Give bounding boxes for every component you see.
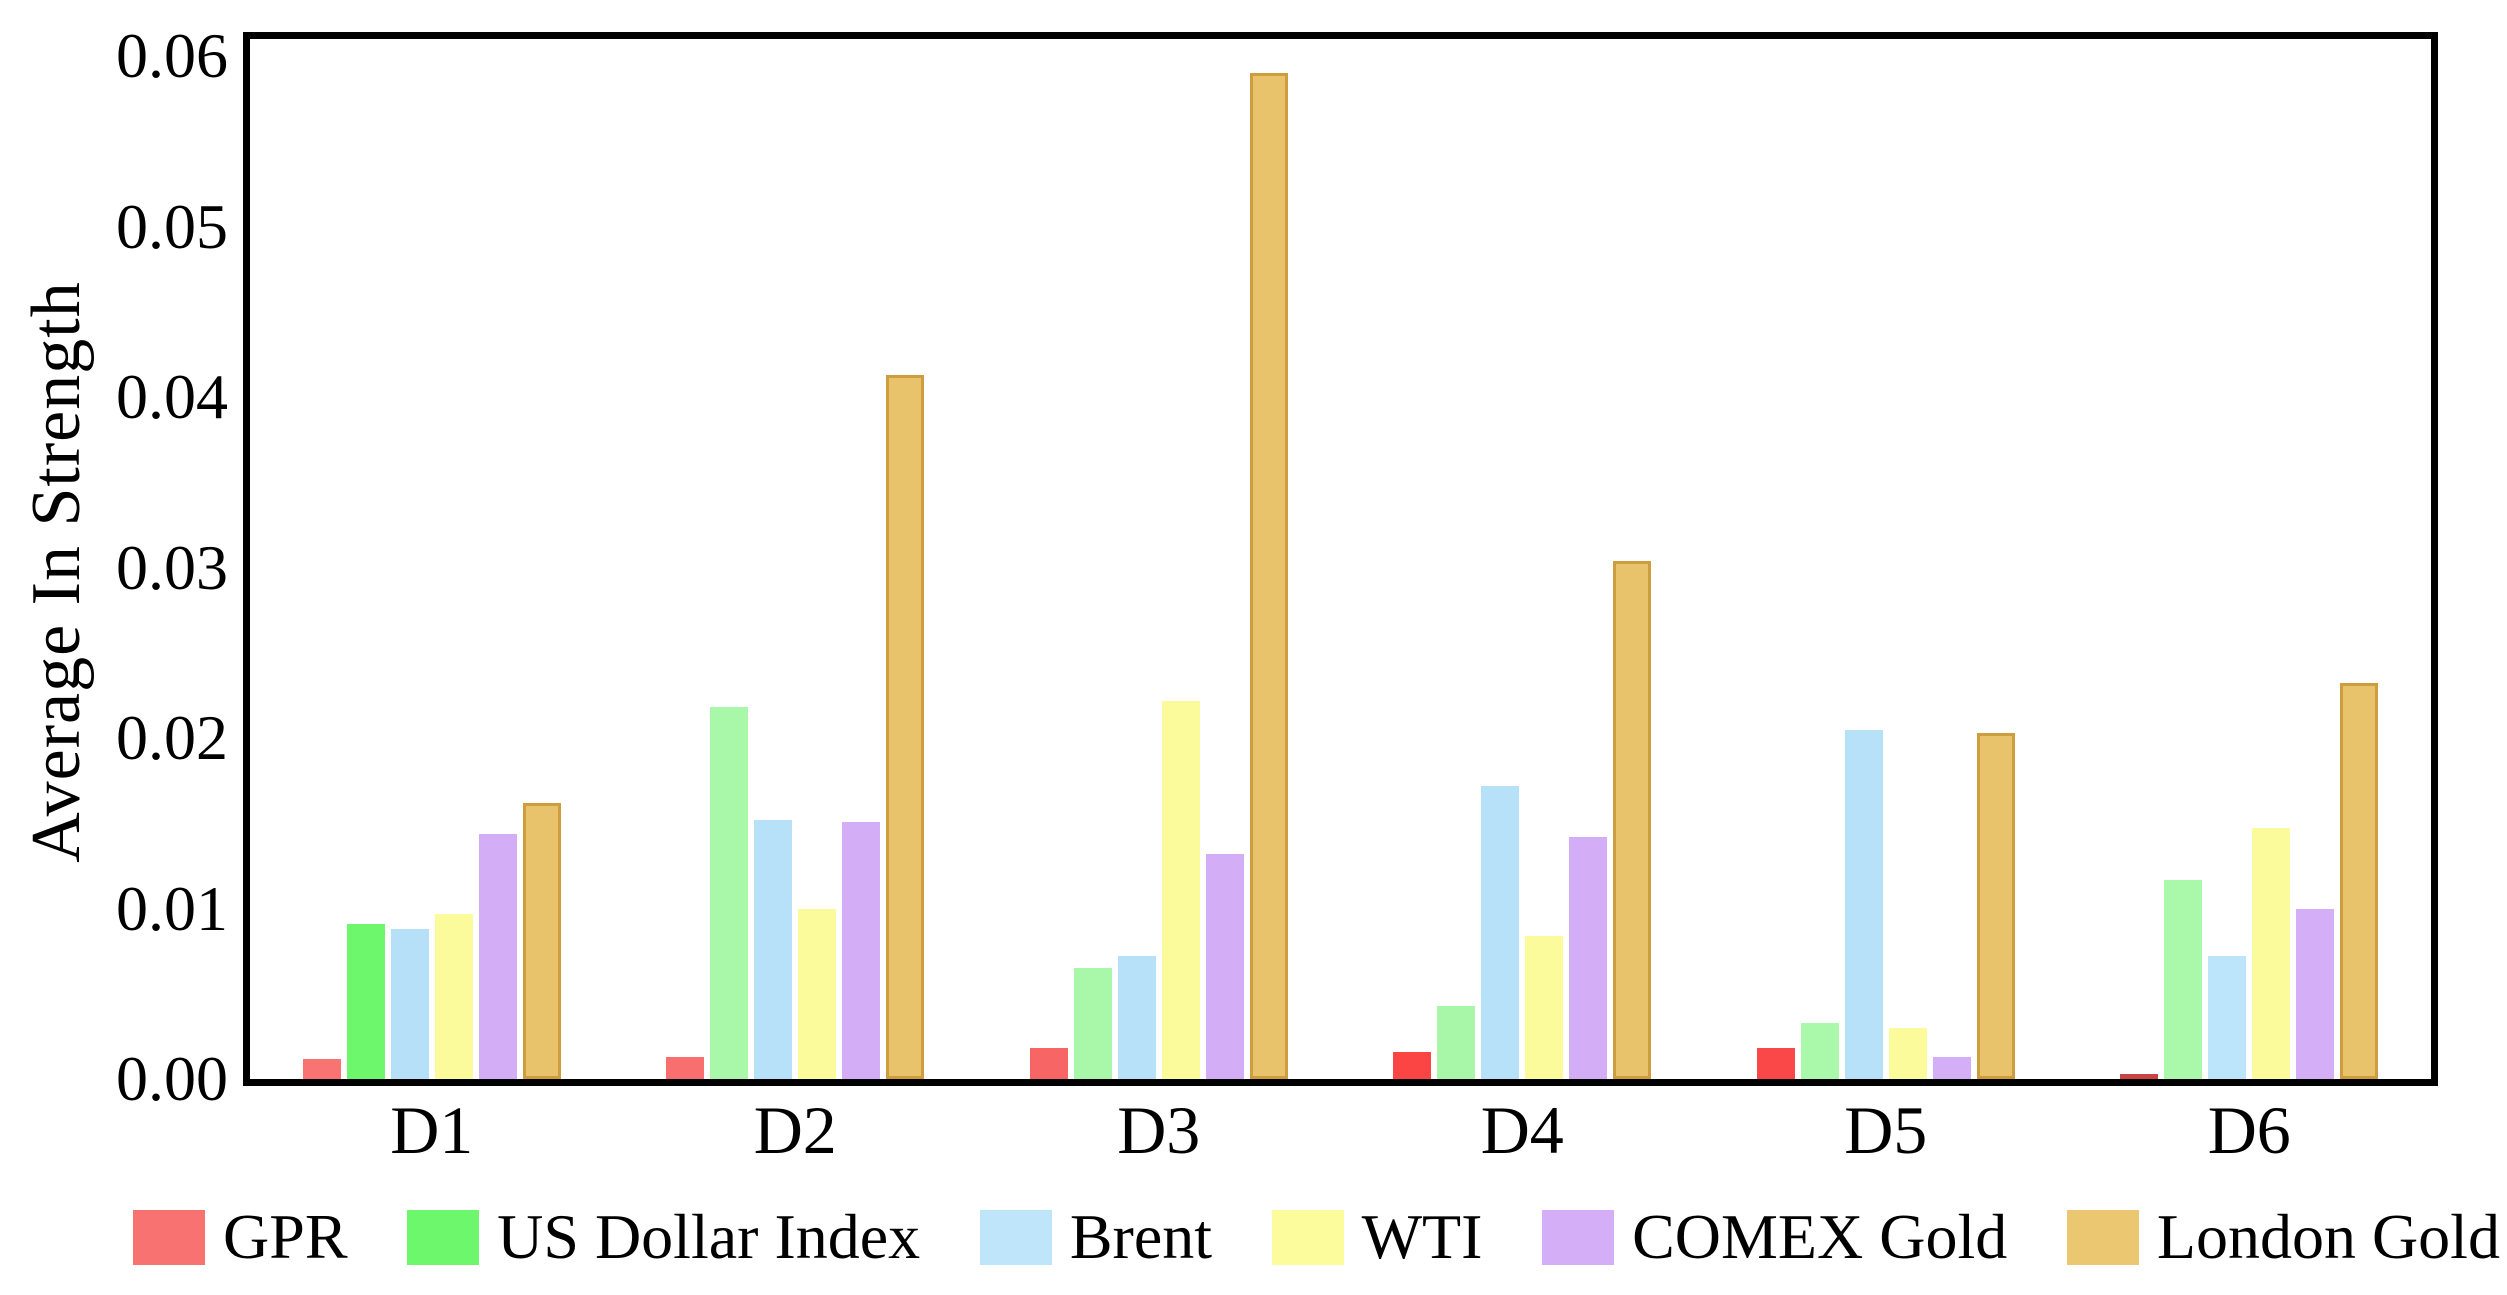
legend-label-comex-gold: COMEX Gold: [1632, 1201, 2008, 1272]
bar-brent-d4: [1481, 785, 1520, 1079]
legend-item-comex-gold: COMEX Gold: [1542, 1205, 2007, 1269]
x-tick-label-d6: D6: [2207, 1092, 2291, 1168]
bar-comex-gold-d4: [1569, 836, 1608, 1079]
bar-us-dollar-index-d1: [346, 923, 385, 1079]
bar-brent-d1: [390, 928, 429, 1079]
legend-item-us-dollar-index: US Dollar Index: [407, 1205, 920, 1269]
legend-item-brent: Brent: [979, 1201, 1212, 1272]
bar-london-gold-d4: [1613, 560, 1652, 1079]
legend-swatch-gpr: [133, 1209, 205, 1265]
bar-brent-d2: [754, 819, 793, 1079]
legend-item-gpr: GPR: [133, 1205, 348, 1269]
x-tick-label-d4: D4: [1480, 1092, 1564, 1168]
y-tick-label-0.02: 0.02: [116, 702, 228, 774]
legend-swatch-brent: [979, 1209, 1052, 1265]
bar-gpr-d4: [1393, 1051, 1432, 1079]
bar-london-gold-d1: [522, 802, 561, 1079]
legend: GPR US Dollar Index Brent WTI COMEX Gold Lond…: [133, 1204, 2500, 1270]
bar-gpr-d6: [2120, 1073, 2159, 1079]
bar-london-gold-d2: [886, 374, 925, 1079]
legend-item-wti: WTI: [1271, 1201, 1483, 1272]
bars-layer: [250, 39, 2431, 1079]
legend-swatch-wti: [1271, 1209, 1344, 1265]
bar-london-gold-d5: [1976, 732, 2015, 1079]
x-tick-label-d5: D5: [1844, 1092, 1928, 1168]
bar-wti-d5: [1888, 1027, 1927, 1079]
legend-swatch-comex-gold: [1542, 1209, 1615, 1265]
bar-us-dollar-index-d4: [1437, 1005, 1476, 1079]
bar-comex-gold-d3: [1205, 853, 1244, 1079]
bar-wti-d1: [434, 913, 473, 1079]
legend-swatch-us-dollar-index: [407, 1209, 480, 1265]
bar-gpr-d1: [302, 1058, 341, 1079]
bar-wti-d2: [798, 908, 837, 1079]
legend-label-brent: Brent: [1069, 1201, 1212, 1272]
bar-comex-gold-d5: [1932, 1056, 1971, 1079]
bar-us-dollar-index-d5: [1800, 1022, 1839, 1079]
bar-wti-d6: [2252, 828, 2291, 1079]
x-tick-label-d2: D2: [753, 1092, 837, 1168]
bar-us-dollar-index-d2: [710, 707, 749, 1079]
bar-comex-gold-d1: [478, 833, 517, 1079]
bar-gpr-d3: [1029, 1048, 1068, 1079]
y-tick-label-0.04: 0.04: [116, 361, 228, 433]
bar-brent-d3: [1117, 956, 1156, 1079]
bar-gpr-d2: [666, 1056, 705, 1079]
bar-comex-gold-d2: [842, 821, 881, 1079]
bar-wti-d4: [1525, 935, 1564, 1079]
y-tick-label-0.05: 0.05: [116, 190, 228, 262]
bar-london-gold-d6: [2340, 683, 2379, 1079]
bar-gpr-d5: [1756, 1048, 1795, 1079]
y-tick-label-0.06: 0.06: [116, 20, 228, 92]
legend-label-gpr: GPR: [223, 1201, 348, 1272]
bar-brent-d5: [1844, 729, 1883, 1079]
legend-label-wti: WTI: [1361, 1201, 1483, 1272]
y-tick-label-0.03: 0.03: [116, 531, 228, 603]
bar-comex-gold-d6: [2296, 908, 2335, 1079]
y-tick-label-0.01: 0.01: [116, 872, 228, 944]
bar-brent-d6: [2208, 956, 2247, 1079]
bar-wti-d3: [1161, 700, 1200, 1079]
x-tick-label-d1: D1: [390, 1092, 474, 1168]
plot-area: [243, 32, 2438, 1086]
bar-us-dollar-index-d3: [1073, 968, 1112, 1079]
bar-us-dollar-index-d6: [2164, 879, 2203, 1079]
legend-label-london-gold: London Gold: [2156, 1201, 2500, 1272]
legend-item-london-gold: London Gold: [2066, 1201, 2500, 1272]
bar-london-gold-d3: [1249, 73, 1288, 1079]
legend-swatch-london-gold: [2066, 1209, 2139, 1265]
legend-label-us-dollar-index: US Dollar Index: [497, 1201, 921, 1272]
x-tick-label-d3: D3: [1117, 1092, 1201, 1168]
y-tick-label-0.00: 0.00: [116, 1043, 228, 1114]
